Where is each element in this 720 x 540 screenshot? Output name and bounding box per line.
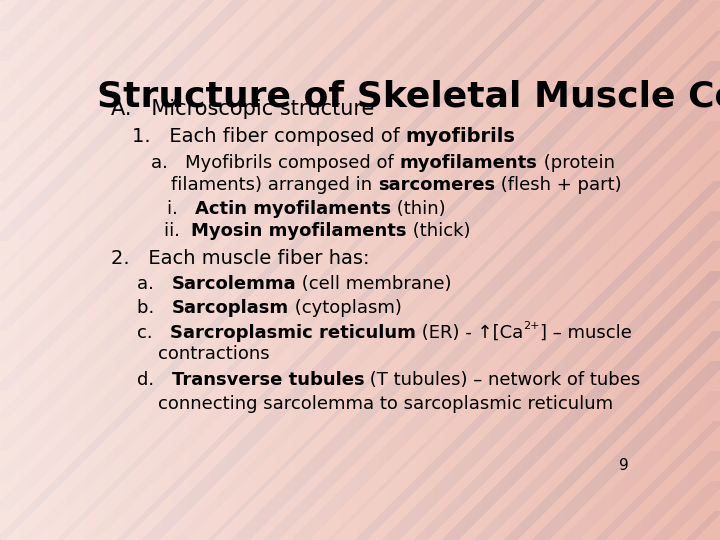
- Text: (T tubules) – network of tubes: (T tubules) – network of tubes: [364, 371, 641, 389]
- Text: Structure of Skeletal Muscle Cells: Structure of Skeletal Muscle Cells: [96, 79, 720, 113]
- Text: ] – muscle: ] – muscle: [540, 324, 632, 342]
- Text: myofilaments: myofilaments: [400, 154, 538, 172]
- Text: Actin myofilaments: Actin myofilaments: [195, 200, 391, 218]
- Text: (protein: (protein: [538, 154, 615, 172]
- Text: sarcomeres: sarcomeres: [378, 177, 495, 194]
- Text: (flesh + part): (flesh + part): [495, 177, 621, 194]
- Text: filaments) arranged in: filaments) arranged in: [171, 177, 378, 194]
- Text: c.: c.: [138, 324, 171, 342]
- Text: (thick): (thick): [407, 222, 470, 240]
- Text: i.: i.: [167, 200, 195, 218]
- Text: Sarcolemma: Sarcolemma: [171, 275, 296, 293]
- Text: Myosin myofilaments: Myosin myofilaments: [191, 222, 407, 240]
- Text: myofibrils: myofibrils: [406, 127, 516, 146]
- Text: contractions: contractions: [158, 345, 270, 363]
- Text: 2.   Each muscle fiber has:: 2. Each muscle fiber has:: [111, 248, 369, 267]
- Text: Sarcroplasmic reticulum: Sarcroplasmic reticulum: [171, 324, 416, 342]
- Text: Sarcoplasm: Sarcoplasm: [172, 299, 289, 317]
- Text: ii.: ii.: [163, 222, 191, 240]
- Text: (cell membrane): (cell membrane): [296, 275, 451, 293]
- Text: A.   Microscopic structure: A. Microscopic structure: [111, 99, 374, 119]
- Text: connecting sarcolemma to sarcoplasmic reticulum: connecting sarcolemma to sarcoplasmic re…: [158, 395, 613, 413]
- Text: (cytoplasm): (cytoplasm): [289, 299, 402, 317]
- Text: 9: 9: [618, 458, 629, 473]
- Text: (thin): (thin): [391, 200, 446, 218]
- Text: b.: b.: [138, 299, 172, 317]
- Text: d.: d.: [138, 371, 172, 389]
- Text: (ER) - ↑[Ca: (ER) - ↑[Ca: [416, 324, 523, 342]
- Text: a.   Myofibrils composed of: a. Myofibrils composed of: [151, 154, 400, 172]
- Text: 2+: 2+: [523, 321, 540, 331]
- Text: Transverse tubules: Transverse tubules: [172, 371, 364, 389]
- Text: a.: a.: [138, 275, 171, 293]
- Text: 1.   Each fiber composed of: 1. Each fiber composed of: [132, 127, 406, 146]
